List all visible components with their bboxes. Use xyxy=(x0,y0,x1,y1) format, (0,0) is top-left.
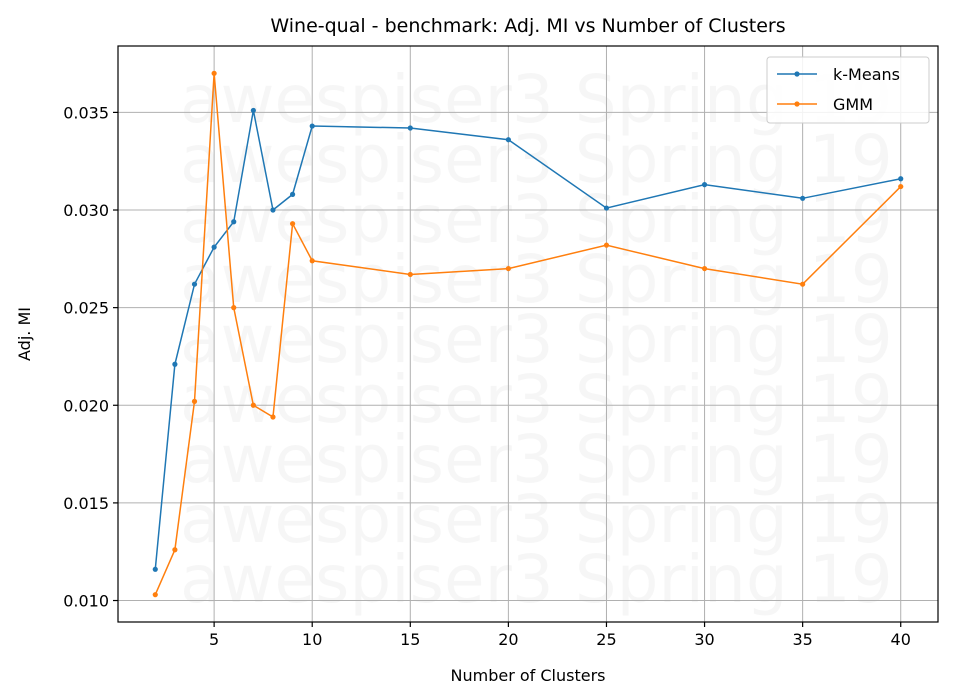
x-axis-ticks: 5 10 15 20 25 30 35 40 xyxy=(209,622,911,649)
data-point-gmm xyxy=(270,414,276,420)
data-point-k-means xyxy=(172,361,178,367)
y-tick-label: 0.025 xyxy=(63,299,109,318)
data-point-k-means xyxy=(270,207,276,213)
grid xyxy=(118,46,938,622)
series-gmm xyxy=(152,70,904,598)
x-tick-label: 20 xyxy=(498,630,518,649)
legend-label: GMM xyxy=(833,95,873,114)
legend-label: k-Means xyxy=(833,65,900,84)
data-point-k-means xyxy=(250,107,256,114)
data-point-k-means xyxy=(603,205,610,211)
data-point-gmm xyxy=(211,70,217,76)
y-tick-label: 0.030 xyxy=(63,201,109,220)
data-point-k-means xyxy=(309,123,315,129)
data-point-k-means xyxy=(701,182,708,188)
x-tick-label: 25 xyxy=(596,630,616,649)
data-point-k-means xyxy=(898,176,904,182)
data-point-gmm xyxy=(231,305,237,311)
data-point-gmm xyxy=(505,265,511,272)
y-tick-label: 0.010 xyxy=(63,592,109,611)
y-axis-label: Adj. MI xyxy=(15,307,34,361)
x-tick-label: 5 xyxy=(209,630,219,649)
plot-frame xyxy=(117,45,939,623)
data-point-gmm xyxy=(407,271,413,278)
data-point-gmm xyxy=(250,402,256,408)
data-point-gmm xyxy=(800,281,806,287)
data-point-k-means xyxy=(191,281,198,287)
data-point-k-means xyxy=(152,566,158,572)
series-k-means xyxy=(152,107,904,572)
y-tick-label: 0.015 xyxy=(63,494,109,513)
x-tick-label: 10 xyxy=(302,630,322,649)
legend-marker xyxy=(794,101,800,107)
data-point-k-means xyxy=(211,244,217,250)
data-point-k-means xyxy=(407,125,413,131)
data-point-gmm xyxy=(289,221,296,227)
series-layer xyxy=(152,70,904,598)
legend-marker xyxy=(794,71,800,77)
y-axis-ticks: 0.010 0.015 0.020 0.025 0.030 0.035 xyxy=(63,103,118,611)
data-point-gmm xyxy=(152,592,158,598)
y-tick-label: 0.020 xyxy=(63,396,109,415)
legend: k-Means GMM xyxy=(766,56,930,124)
data-point-gmm xyxy=(172,547,178,553)
watermark-text: awespiser3 Spring 19 xyxy=(180,541,893,618)
y-tick-label: 0.035 xyxy=(63,103,109,122)
data-point-k-means xyxy=(231,219,237,225)
x-axis-label: Number of Clusters xyxy=(451,666,606,685)
x-tick-label: 30 xyxy=(694,630,714,649)
data-point-gmm xyxy=(603,242,610,248)
data-point-gmm xyxy=(309,258,315,264)
chart-title: Wine-qual - benchmark: Adj. MI vs Number… xyxy=(270,15,785,37)
x-tick-label: 35 xyxy=(792,630,812,649)
data-point-k-means xyxy=(289,191,296,197)
x-tick-label: 40 xyxy=(891,630,911,649)
data-point-k-means xyxy=(800,195,806,201)
x-tick-label: 15 xyxy=(400,630,420,649)
data-point-gmm xyxy=(701,265,708,272)
data-point-k-means xyxy=(505,137,511,143)
data-point-gmm xyxy=(191,398,198,404)
data-point-gmm xyxy=(898,183,904,190)
